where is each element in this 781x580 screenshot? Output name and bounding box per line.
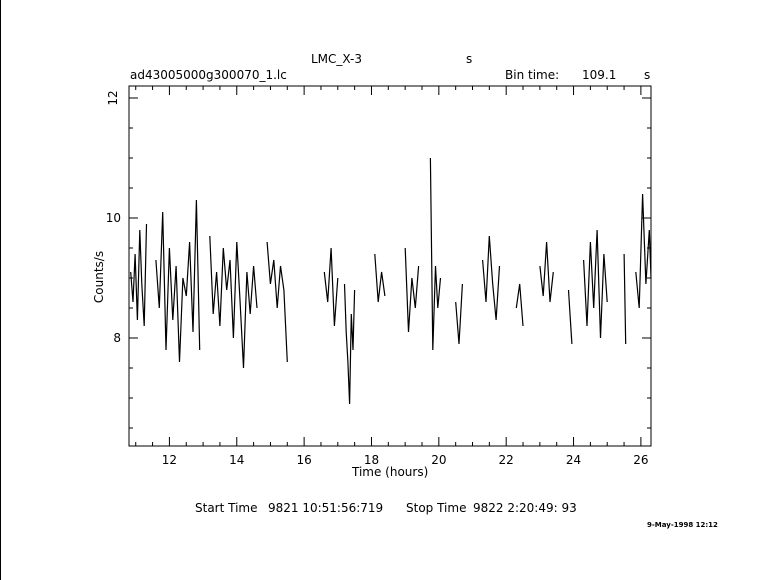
lightcurve-filename: ad43005000g300070_1.lc [130, 68, 287, 82]
light-curve-segment [567, 289, 573, 345]
light-curve-segment [374, 253, 386, 303]
light-curve-series [130, 157, 652, 405]
x-tick-label: 16 [296, 453, 311, 467]
start-time-value: 9821 10:51:56:719 [268, 501, 384, 515]
light-curve-segment [539, 241, 554, 303]
y-axis-title: Counts/s [92, 250, 107, 304]
x-tick-label: 22 [499, 453, 514, 467]
plot-frame [128, 85, 652, 447]
light-curve-segment [623, 253, 627, 345]
light-curve-segment [583, 229, 608, 339]
bin-time-value: 109.1 [582, 68, 617, 82]
x-tick-label: 18 [364, 453, 379, 467]
light-curve-segment [515, 283, 524, 327]
light-curve-segment [482, 235, 501, 321]
stop-time-value: 9822 2:20:49: 93 [473, 501, 577, 515]
light-curve-segment [323, 247, 339, 327]
light-curve-segment [429, 157, 442, 351]
light-curve-segment [455, 283, 463, 345]
left-border-rule [0, 0, 1, 580]
source-unit: s [466, 52, 473, 66]
axis-ticks [129, 86, 651, 446]
light-curve-segment [635, 193, 652, 309]
axis-tick-labels: 12 14 16 18 20 22 24 26 8 10 12 [106, 90, 649, 467]
light-curve-segment [343, 283, 356, 405]
x-tick-label: 12 [162, 453, 177, 467]
x-axis-title: Time (hours) [352, 465, 429, 479]
y-tick-label: 12 [106, 90, 120, 105]
x-tick-label: 14 [229, 453, 244, 467]
y-tick-label: 10 [106, 211, 121, 225]
light-curve-segment [130, 223, 148, 327]
light-curve-segment [155, 199, 201, 363]
source-name: LMC_X-3 [311, 52, 363, 66]
light-curve-segment [209, 235, 258, 369]
bin-time-unit: s [644, 68, 651, 82]
y-tick-label: 8 [113, 331, 121, 345]
light-curve-segment [266, 241, 288, 363]
x-tick-label: 24 [566, 453, 581, 467]
bin-time-label: Bin time: [505, 68, 560, 82]
start-time-label: Start Time [195, 501, 258, 515]
stop-time-label: Stop Time [406, 501, 467, 515]
light-curve-segment [404, 247, 420, 333]
plot-date-stamp: 9-May-1998 12:12 [647, 521, 718, 529]
x-tick-label: 26 [633, 453, 648, 467]
x-tick-label: 20 [431, 453, 446, 467]
